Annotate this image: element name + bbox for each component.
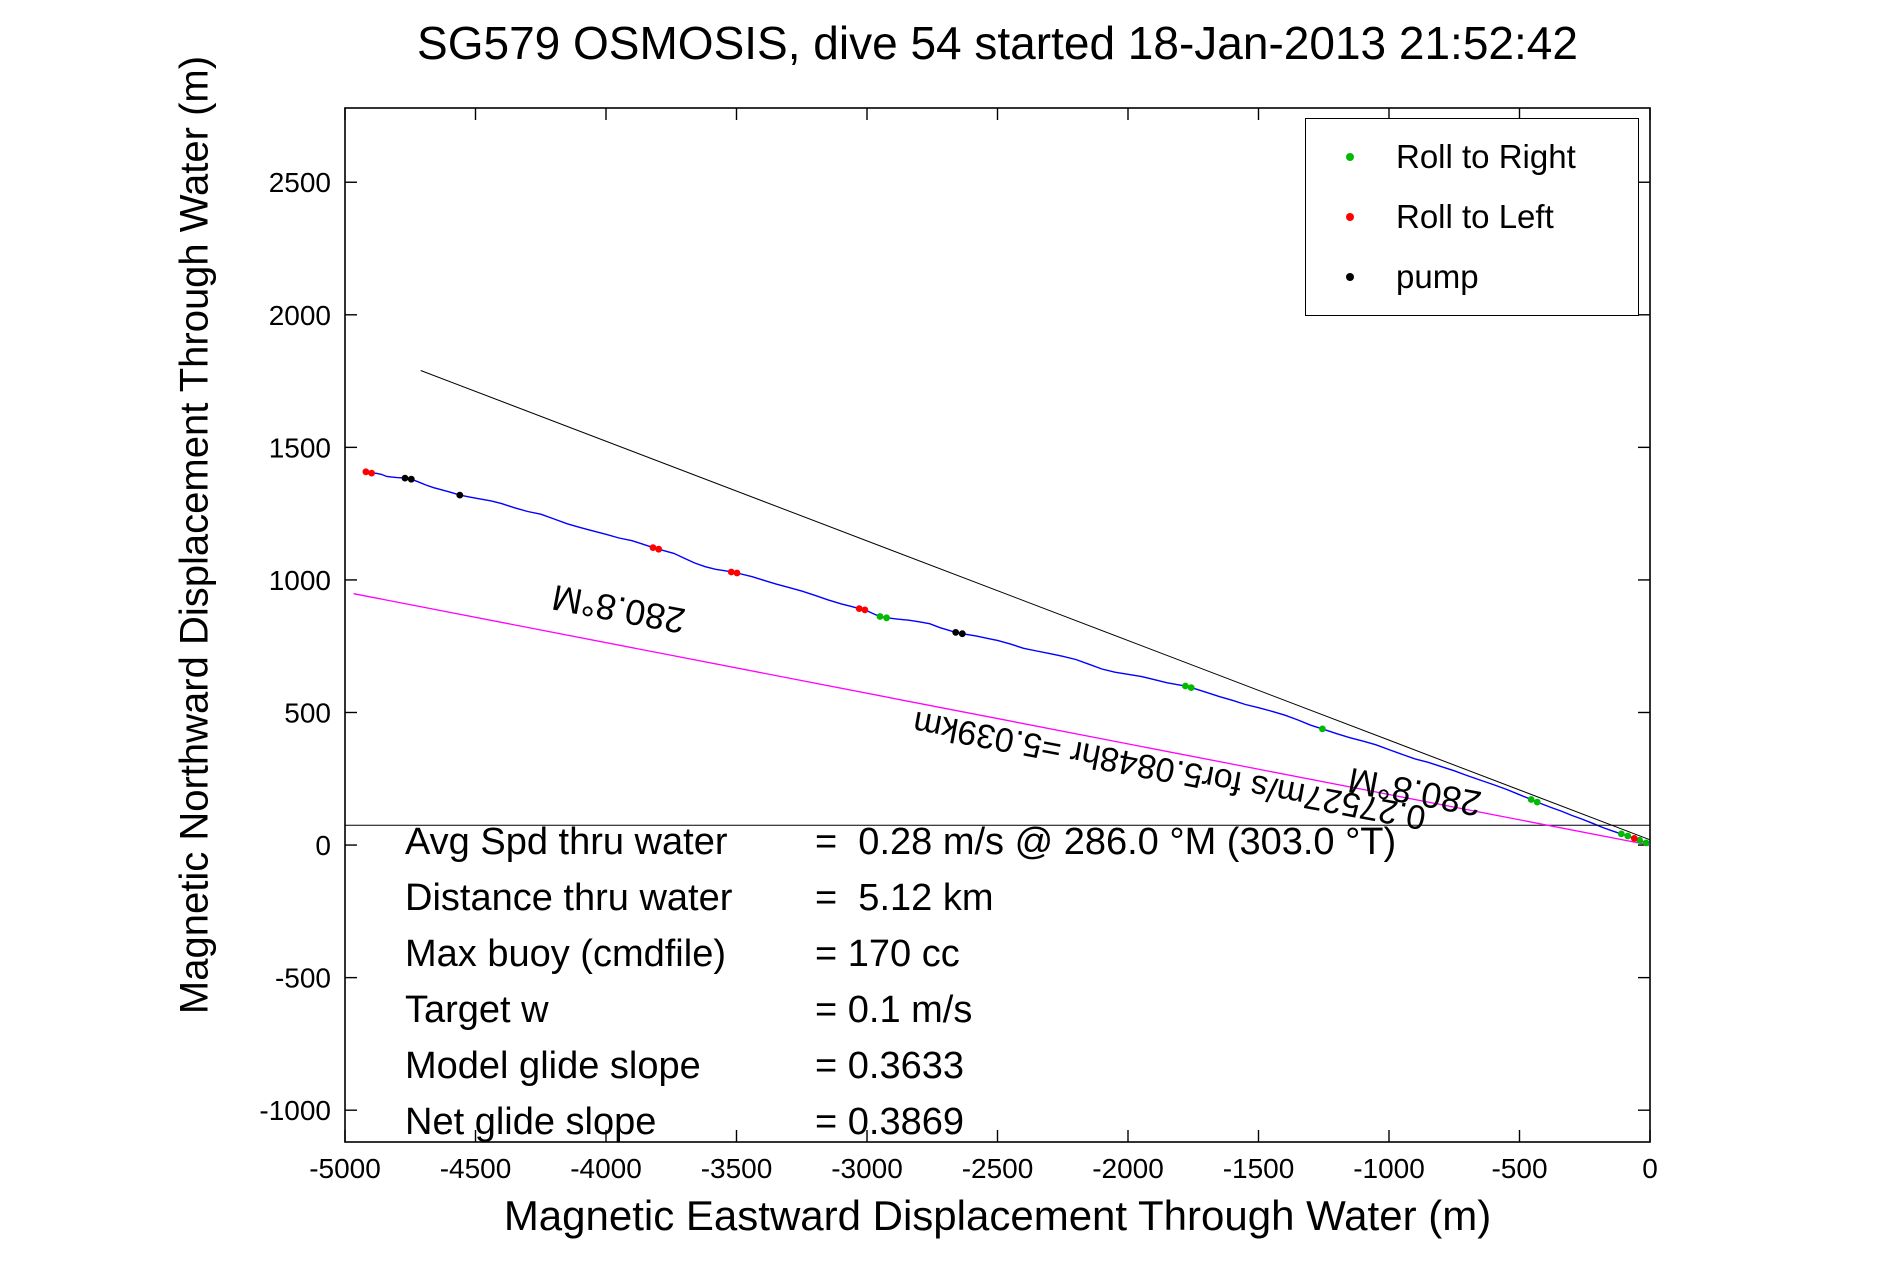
roll-to-left-marker-icon [1346,213,1354,221]
legend: Roll to Right Roll to Left pump [1305,118,1639,316]
pump-marker [952,629,960,636]
bearing-line-line [420,370,1651,841]
pump-marker-icon [1346,273,1354,281]
roll-to-left-marker [362,468,370,476]
pump-marker [407,475,415,483]
x-tick-label: -3000 [831,1153,903,1184]
roll-to-right-marker [1617,830,1625,838]
stats-row: Target w = 0.1 m/s [405,982,1396,1038]
roll-to-left-marker [1630,835,1638,842]
pump-marker [958,630,966,638]
roll-to-right-marker-icon [1346,153,1354,161]
legend-item-roll-to-left: Roll to Left [1306,187,1638,247]
y-tick-label: -500 [275,963,331,994]
x-axis-label: Magnetic Eastward Displacement Through W… [503,1192,1492,1239]
legend-item-pump: pump [1306,247,1638,307]
stats-label: Avg Spd thru water [405,820,728,863]
y-tick-label: 2500 [269,167,331,198]
roll-to-right-marker [883,614,890,622]
legend-item-roll-to-right: Roll to Right [1306,127,1638,187]
roll-to-right-marker [1187,684,1195,691]
roll-to-left-marker [727,568,735,576]
x-tick-label: -5000 [309,1153,381,1184]
stats-label: Model glide slope [405,1044,701,1087]
roll-to-right-marker [1319,725,1326,733]
x-tick-label: -2000 [1092,1153,1164,1184]
stats-row: Distance thru water = 5.12 km [405,870,1396,926]
stats-value: = 0.28 m/s @ 286.0 °M (303.0 °T) [815,820,1397,863]
stats-value: = 0.3869 [815,1100,964,1143]
stats-label: Distance thru water [405,876,733,919]
stats-label: Max buoy (cmdfile) [405,932,726,975]
x-tick-label: -1000 [1353,1153,1425,1184]
x-tick-label: -4000 [570,1153,642,1184]
pump-marker [401,474,409,482]
x-tick-label: -4500 [440,1153,512,1184]
roll-to-right-marker [1527,796,1535,803]
chart-title: SG579 OSMOSIS, dive 54 started 18-Jan-20… [417,17,1578,69]
roll-to-left-marker [649,544,657,551]
roll-to-left-marker [855,605,863,612]
stats-value: = 0.3633 [815,1044,964,1087]
roll-to-left-marker [368,469,375,477]
roll-to-right-marker [1636,836,1643,844]
stats-label: Net glide slope [405,1100,657,1143]
x-tick-label: -3500 [701,1153,773,1184]
roll-to-left-marker [655,545,663,553]
roll-to-right-marker [876,613,884,620]
avg-speed-line-line [353,593,1651,846]
stats-row: Avg Spd thru water = 0.28 m/s @ 286.0 °M… [405,814,1396,870]
stats-row: Max buoy (cmdfile) = 170 cc [405,926,1396,982]
x-tick-label: -2500 [962,1153,1034,1184]
stats-row: Net glide slope = 0.3869 [405,1094,1396,1150]
roll-to-left-marker [733,569,741,577]
legend-item-label: Roll to Left [1396,198,1554,235]
y-tick-label: 2000 [269,300,331,331]
pump-marker [456,491,464,499]
roll-to-right-marker [1624,832,1632,840]
stats-row: Model glide slope = 0.3633 [405,1038,1396,1094]
roll-to-right-marker [1182,682,1189,690]
y-tick-label: 1500 [269,432,331,463]
bearing-label-upper: 280.8°M [549,577,689,642]
y-tick-label: 1000 [269,565,331,596]
stats-label: Target w [405,988,549,1031]
legend-item-label: Roll to Right [1396,138,1576,175]
stats-block: Avg Spd thru water = 0.28 m/s @ 286.0 °M… [405,814,1396,1150]
roll-to-right-marker [1642,839,1650,847]
stats-value: = 0.1 m/s [815,988,973,1031]
y-tick-label: 0 [315,830,331,861]
y-tick-label: -1000 [259,1095,331,1126]
legend-item-label: pump [1396,258,1479,295]
stats-value: = 5.12 km [815,876,994,919]
roll-to-left-marker [861,606,869,614]
y-axis-label: Magnetic Northward Displacement Through … [172,55,217,1015]
x-tick-label: -500 [1491,1153,1547,1184]
stats-value: = 170 cc [815,932,960,975]
x-tick-label: 0 [1642,1153,1658,1184]
roll-to-right-marker [1533,798,1541,806]
y-tick-label: 500 [284,697,331,728]
x-tick-label: -1500 [1223,1153,1295,1184]
